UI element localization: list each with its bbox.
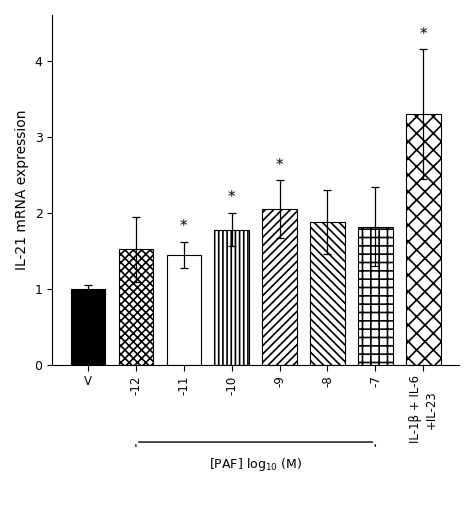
Bar bbox=[262, 209, 297, 365]
Text: [PAF] log$_{10}$ (M): [PAF] log$_{10}$ (M) bbox=[209, 456, 302, 473]
Bar bbox=[71, 289, 105, 365]
Bar bbox=[406, 114, 440, 365]
Text: *: * bbox=[228, 190, 236, 205]
Bar bbox=[166, 255, 201, 365]
Bar bbox=[358, 227, 392, 365]
Y-axis label: IL-21 mRNA expression: IL-21 mRNA expression bbox=[15, 110, 29, 270]
Bar bbox=[214, 230, 249, 365]
Bar bbox=[118, 249, 153, 365]
Text: *: * bbox=[180, 219, 188, 234]
Text: *: * bbox=[276, 158, 283, 172]
Bar bbox=[310, 222, 345, 365]
Text: *: * bbox=[419, 27, 427, 42]
